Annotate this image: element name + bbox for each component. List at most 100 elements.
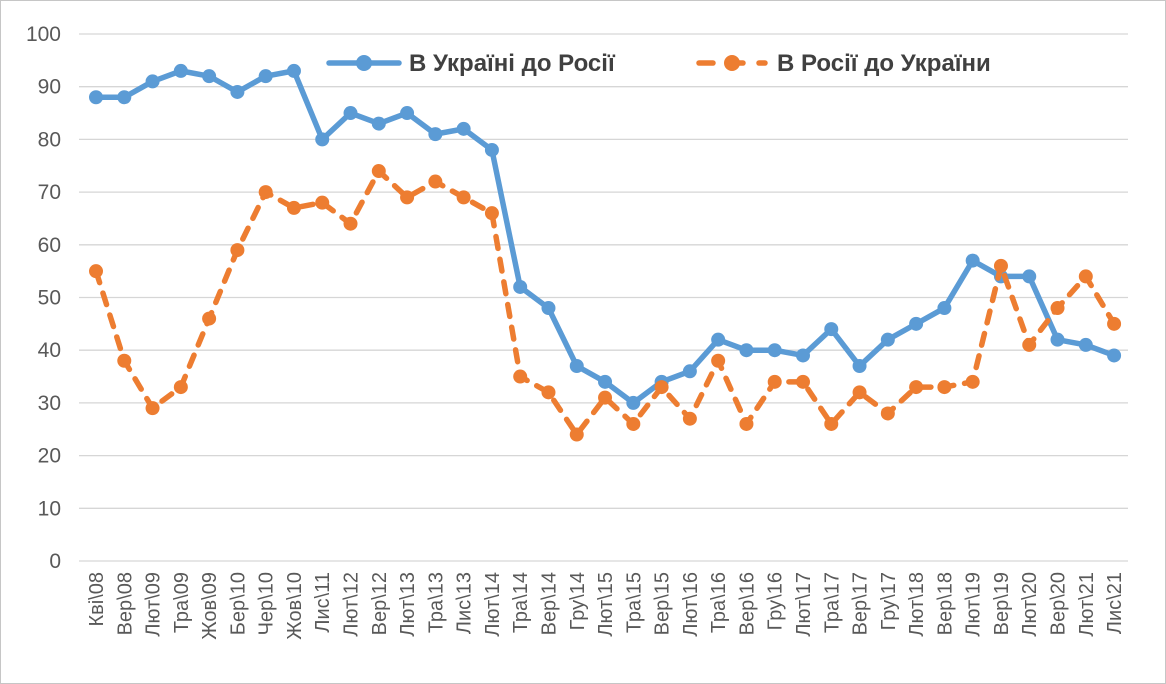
- x-axis-tick-label: Лют\21: [1076, 572, 1098, 637]
- legend-label-ua-to-ru: В Україні до Росії: [409, 50, 616, 77]
- x-axis-tick-label: Вер\17: [850, 572, 872, 635]
- y-axis-labels-group: 0 10 20 30 40 50 60 70 80 90 100: [26, 23, 61, 573]
- data-point-marker-ru-to-ua: [824, 416, 839, 431]
- data-point-marker-ua-to-ru: [428, 127, 443, 142]
- x-axis-tick-label: Чер\10: [256, 572, 278, 635]
- data-point-marker-ua-to-ru: [343, 106, 358, 121]
- x-axis-tick-label: Тра\09: [171, 572, 193, 633]
- x-axis-labels-group: Кві\08 Вер\08 Лют\09 Тра\09 Жов\09 Бер\10 Чер\…: [86, 572, 1126, 640]
- y-axis-tick-label: 0: [49, 550, 61, 573]
- y-axis-tick-label: 30: [38, 392, 61, 415]
- x-axis-tick-label: Лис\13: [454, 572, 476, 634]
- data-point-marker-ru-to-ua: [909, 380, 924, 395]
- data-point-marker-ru-to-ua: [654, 380, 669, 395]
- data-point-marker-ua-to-ru: [711, 332, 726, 347]
- data-point-marker-ua-to-ru: [484, 142, 499, 157]
- x-axis-tick-label: Гру\17: [878, 572, 900, 630]
- data-point-marker-ru-to-ua: [598, 390, 613, 405]
- data-point-marker-ua-to-ru: [739, 343, 754, 358]
- x-axis-tick-label: Кві\08: [86, 572, 108, 627]
- data-point-marker-ru-to-ua: [1078, 269, 1093, 284]
- data-point-marker-ua-to-ru: [682, 364, 697, 379]
- data-point-marker-ua-to-ru: [569, 359, 584, 374]
- data-point-marker-ru-to-ua: [230, 243, 245, 258]
- legend-marker: [356, 55, 372, 71]
- data-point-marker-ru-to-ua: [202, 311, 217, 326]
- data-point-marker-ua-to-ru: [400, 106, 415, 121]
- legend-label-ru-to-ua: В Росії до України: [777, 50, 991, 77]
- data-point-marker-ru-to-ua: [1050, 301, 1065, 316]
- data-point-marker-ua-to-ru: [852, 359, 867, 374]
- data-point-marker-ua-to-ru: [258, 69, 273, 84]
- data-point-marker-ua-to-ru: [202, 69, 217, 84]
- data-point-marker-ru-to-ua: [880, 406, 895, 421]
- data-point-marker-ru-to-ua: [711, 353, 726, 368]
- y-axis-tick-label: 100: [26, 23, 61, 46]
- x-axis-tick-label: Вер\18: [934, 572, 956, 635]
- x-axis-tick-label: Тра\14: [510, 572, 532, 633]
- x-axis-tick-label: Бер\10: [227, 572, 249, 635]
- data-point-marker-ua-to-ru: [456, 121, 471, 136]
- data-point-marker-ru-to-ua: [937, 380, 952, 395]
- data-point-marker-ru-to-ua: [173, 380, 188, 395]
- data-point-marker-ru-to-ua: [484, 206, 499, 221]
- x-axis-tick-label: Лют\14: [482, 572, 504, 637]
- data-point-marker-ru-to-ua: [852, 385, 867, 400]
- data-point-marker-ua-to-ru: [173, 63, 188, 78]
- legend-marker: [724, 55, 740, 71]
- x-axis-tick-label: Вер\20: [1048, 572, 1070, 635]
- data-point-marker-ru-to-ua: [993, 258, 1008, 273]
- x-axis-tick-label: Лют\17: [793, 572, 815, 637]
- data-point-marker-ua-to-ru: [117, 90, 132, 105]
- data-point-marker-ru-to-ua: [343, 216, 358, 231]
- x-axis-tick-label: Лют\20: [1019, 572, 1041, 637]
- gridlines-group: [79, 33, 1128, 562]
- data-point-marker-ru-to-ua: [145, 401, 160, 416]
- series-group: [89, 63, 1122, 442]
- data-point-marker-ua-to-ru: [796, 348, 810, 363]
- y-axis-tick-label: 90: [38, 76, 61, 99]
- data-point-marker-ua-to-ru: [767, 343, 782, 358]
- x-axis-tick-label: Лют\13: [397, 572, 419, 637]
- data-point-marker-ua-to-ru: [1078, 337, 1093, 352]
- data-point-marker-ru-to-ua: [117, 353, 132, 368]
- data-point-marker-ru-to-ua: [315, 195, 330, 210]
- data-point-marker-ua-to-ru: [145, 74, 160, 89]
- x-axis-tick-label: Лис\21: [1104, 572, 1126, 634]
- data-point-marker-ru-to-ua: [513, 369, 528, 384]
- x-axis-tick-label: Гру\16: [765, 572, 787, 630]
- data-point-marker-ua-to-ru: [937, 301, 952, 316]
- data-point-marker-ua-to-ru: [286, 63, 301, 78]
- series-line-ua-to-ru: [93, 68, 1117, 406]
- x-axis-tick-label: Вер\14: [538, 572, 560, 635]
- legend-item-ua-to-ru: В Україні до Росії: [326, 50, 616, 77]
- y-axis-tick-label: 50: [38, 287, 61, 310]
- x-axis-tick-label: Вер\16: [736, 572, 758, 635]
- x-axis-tick-label: Вер\15: [652, 572, 674, 635]
- data-point-marker-ru-to-ua: [1022, 337, 1037, 352]
- data-point-marker-ua-to-ru: [371, 116, 386, 131]
- x-axis-tick-label: Вер\19: [991, 572, 1013, 635]
- x-axis-tick-label: Гру\14: [567, 572, 589, 630]
- data-point-marker-ru-to-ua: [371, 164, 386, 179]
- data-point-marker-ua-to-ru: [880, 332, 895, 347]
- x-axis-tick-label: Вер\12: [369, 572, 391, 635]
- y-axis-tick-label: 20: [38, 445, 61, 468]
- y-axis-tick-label: 60: [38, 234, 61, 257]
- data-point-marker-ua-to-ru: [598, 374, 613, 389]
- data-point-marker-ru-to-ua: [569, 427, 584, 442]
- x-axis-tick-label: Жов\09: [199, 572, 221, 640]
- y-axis-tick-label: 70: [38, 181, 61, 204]
- data-point-marker-ru-to-ua: [682, 411, 697, 426]
- data-point-marker-ua-to-ru: [315, 132, 330, 147]
- legend-item-ru-to-ua: В Росії до України: [696, 50, 991, 77]
- data-point-marker-ru-to-ua: [456, 190, 471, 205]
- data-point-marker-ru-to-ua: [400, 190, 415, 205]
- x-axis-tick-label: Лют\12: [341, 572, 363, 637]
- data-point-marker-ua-to-ru: [1022, 269, 1037, 284]
- data-point-marker-ru-to-ua: [428, 174, 443, 189]
- x-axis-tick-label: Вер\08: [114, 572, 136, 635]
- x-axis-tick-label: Тра\17: [821, 572, 843, 633]
